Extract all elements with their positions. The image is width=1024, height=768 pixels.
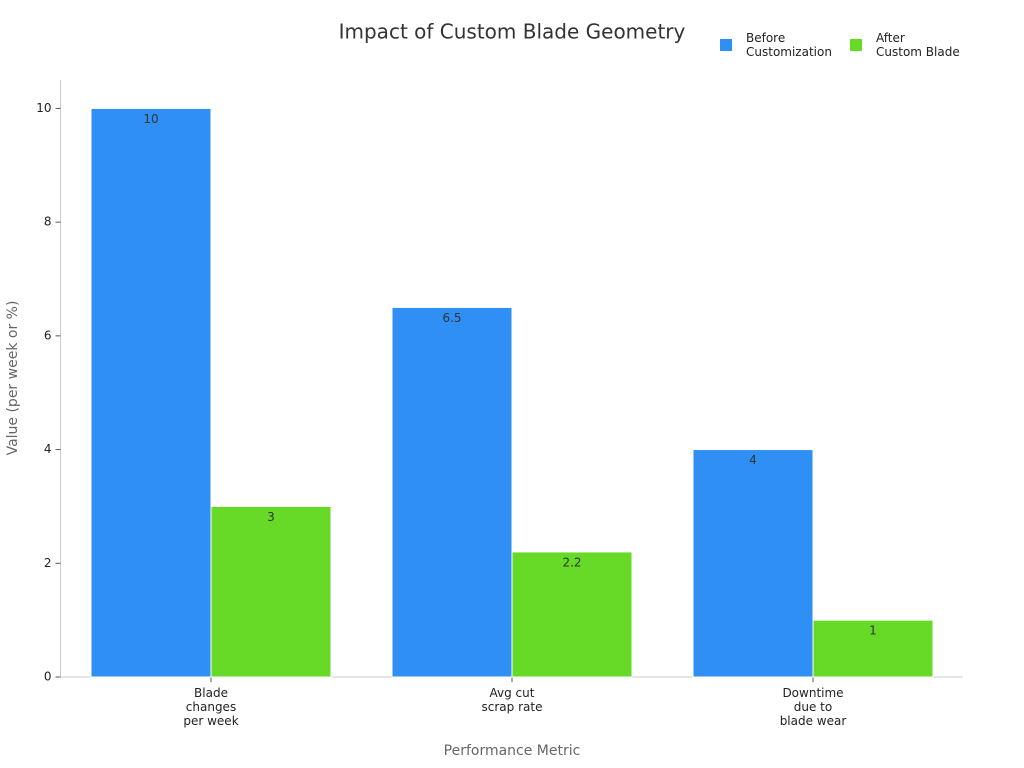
legend-swatch xyxy=(850,39,862,51)
value-label: 4 xyxy=(749,453,757,467)
bar xyxy=(90,107,212,678)
y-tick-label: 6 xyxy=(44,328,52,342)
y-tick-label: 8 xyxy=(44,215,52,229)
bar xyxy=(391,306,513,678)
chart-title: Impact of Custom Blade Geometry xyxy=(339,20,686,44)
y-tick-label: 4 xyxy=(44,442,52,456)
value-label: 6.5 xyxy=(442,311,461,325)
x-tick-label: Avg cut scrap rate xyxy=(481,686,543,714)
value-label: 10 xyxy=(143,112,158,126)
bar xyxy=(511,551,633,678)
value-label: 2.2 xyxy=(562,555,581,569)
value-label: 1 xyxy=(869,624,877,638)
bar xyxy=(812,619,934,678)
y-tick-label: 10 xyxy=(36,101,51,115)
bar xyxy=(210,505,332,678)
value-label: 3 xyxy=(267,510,275,524)
x-tick-label: Blade changes per week xyxy=(183,686,239,728)
bar xyxy=(692,449,814,678)
x-tick-label: Downtime due to blade wear xyxy=(779,686,847,728)
x-axis-label: Performance Metric xyxy=(444,743,581,759)
legend-swatch xyxy=(720,39,732,51)
y-axis-label: Value (per week or %) xyxy=(5,301,21,456)
y-tick-label: 0 xyxy=(44,670,52,684)
legend-label: Before Customization xyxy=(746,31,832,59)
y-tick-label: 2 xyxy=(44,556,52,570)
legend-label: After Custom Blade xyxy=(876,31,960,59)
